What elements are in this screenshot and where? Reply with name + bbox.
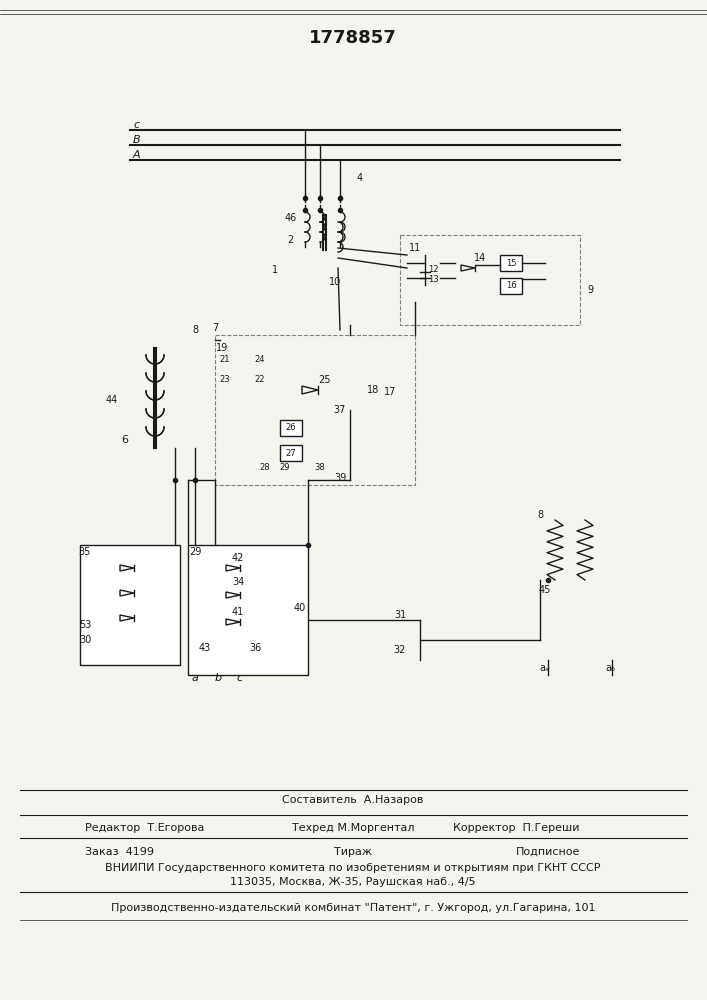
Text: 35: 35 bbox=[78, 547, 91, 557]
Text: 19: 19 bbox=[216, 343, 228, 353]
Text: 38: 38 bbox=[315, 464, 325, 473]
Text: 26: 26 bbox=[286, 424, 296, 432]
Text: 24: 24 bbox=[255, 356, 265, 364]
Bar bbox=[280, 420, 302, 436]
Text: 25: 25 bbox=[319, 375, 332, 385]
Text: 21: 21 bbox=[220, 356, 230, 364]
Text: 37: 37 bbox=[334, 405, 346, 415]
Text: 6: 6 bbox=[122, 435, 129, 445]
Text: 18: 18 bbox=[367, 385, 379, 395]
Text: aₓ: aₓ bbox=[540, 663, 550, 673]
Text: 32: 32 bbox=[394, 645, 407, 655]
Text: Заказ  4199: Заказ 4199 bbox=[85, 847, 154, 857]
Text: 43: 43 bbox=[199, 643, 211, 653]
Text: 42: 42 bbox=[232, 553, 244, 563]
Text: 11: 11 bbox=[409, 243, 421, 253]
Text: Подписное: Подписное bbox=[515, 847, 580, 857]
Text: 1778857: 1778857 bbox=[309, 29, 397, 47]
Text: 22: 22 bbox=[255, 375, 265, 384]
Text: 8: 8 bbox=[192, 325, 198, 335]
Text: 4: 4 bbox=[357, 173, 363, 183]
Text: Корректор  П.Гереши: Корректор П.Гереши bbox=[453, 823, 580, 833]
Text: c: c bbox=[133, 120, 139, 130]
Text: 16: 16 bbox=[506, 282, 516, 290]
Text: 36: 36 bbox=[249, 643, 261, 653]
Text: A: A bbox=[133, 150, 141, 160]
Text: 17: 17 bbox=[384, 387, 396, 397]
Bar bbox=[500, 255, 522, 271]
Text: 30: 30 bbox=[79, 635, 91, 645]
Text: 12: 12 bbox=[428, 265, 438, 274]
Bar bbox=[500, 278, 522, 294]
Text: 113035, Москва, Ж-35, Раушская наб., 4/5: 113035, Москва, Ж-35, Раушская наб., 4/5 bbox=[230, 877, 476, 887]
Text: 10: 10 bbox=[329, 277, 341, 287]
Text: c: c bbox=[237, 673, 243, 683]
Text: 39: 39 bbox=[334, 473, 346, 483]
Text: 45: 45 bbox=[539, 585, 551, 595]
Text: 27: 27 bbox=[286, 448, 296, 458]
Text: 28: 28 bbox=[259, 464, 270, 473]
Text: 1: 1 bbox=[272, 265, 278, 275]
Text: 2: 2 bbox=[287, 235, 293, 245]
Text: a₀: a₀ bbox=[605, 663, 615, 673]
Bar bbox=[215, 335, 415, 485]
Bar bbox=[280, 445, 302, 461]
Text: 41: 41 bbox=[232, 607, 244, 617]
Bar bbox=[400, 235, 580, 325]
Text: 44: 44 bbox=[106, 395, 118, 405]
Text: a: a bbox=[192, 673, 199, 683]
Text: 53: 53 bbox=[78, 620, 91, 630]
Text: 8: 8 bbox=[537, 510, 543, 520]
Text: 29: 29 bbox=[280, 464, 291, 473]
Text: 40: 40 bbox=[294, 603, 306, 613]
Text: 9: 9 bbox=[587, 285, 593, 295]
Text: 15: 15 bbox=[506, 258, 516, 267]
Text: Производственно-издательский комбинат "Патент", г. Ужгород, ул.Гагарина, 101: Производственно-издательский комбинат "П… bbox=[111, 903, 595, 913]
Text: Техред М.Моргентал: Техред М.Моргентал bbox=[292, 823, 414, 833]
Text: 29: 29 bbox=[189, 547, 201, 557]
Bar bbox=[188, 545, 308, 675]
Text: 14: 14 bbox=[474, 253, 486, 263]
Text: Составитель  А.Назаров: Составитель А.Назаров bbox=[282, 795, 423, 805]
Text: 31: 31 bbox=[394, 610, 406, 620]
Text: 46: 46 bbox=[285, 213, 297, 223]
Bar bbox=[80, 545, 180, 665]
Text: b: b bbox=[214, 673, 221, 683]
Text: 7: 7 bbox=[212, 323, 218, 333]
Text: 23: 23 bbox=[220, 375, 230, 384]
Text: Редактор  Т.Егорова: Редактор Т.Егорова bbox=[85, 823, 204, 833]
Text: 34: 34 bbox=[232, 577, 244, 587]
Text: B: B bbox=[133, 135, 141, 145]
Text: ВНИИПИ Государственного комитета по изобретениям и открытиям при ГКНТ СССР: ВНИИПИ Государственного комитета по изоб… bbox=[105, 863, 601, 873]
Text: 13: 13 bbox=[428, 275, 438, 284]
Text: Тираж: Тираж bbox=[334, 847, 372, 857]
